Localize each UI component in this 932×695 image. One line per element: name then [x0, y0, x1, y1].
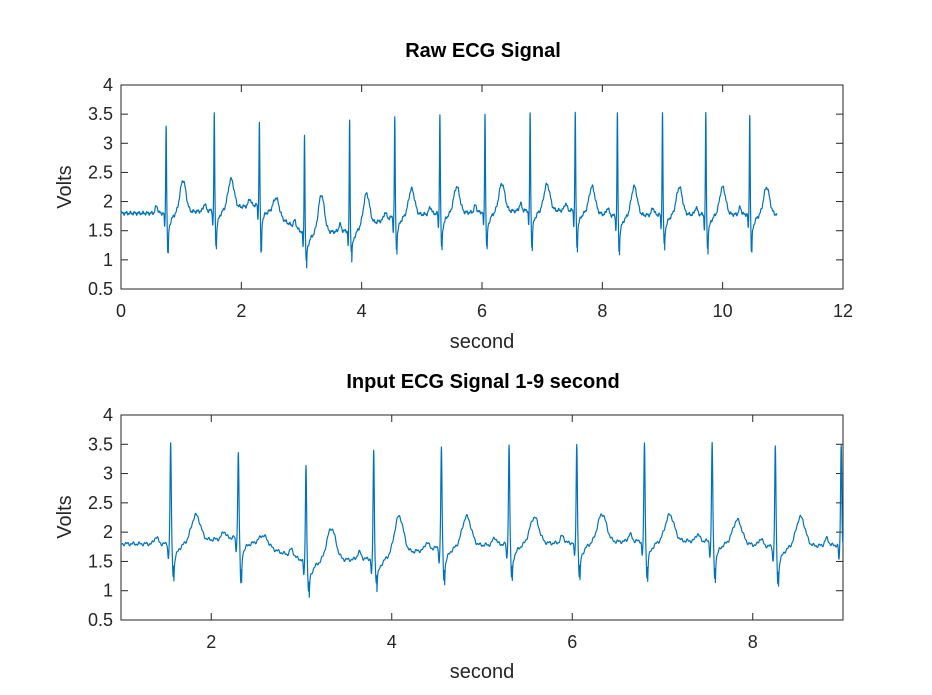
x-tick-label: 2 [236, 301, 246, 321]
y-tick-label: 3.5 [88, 104, 113, 124]
y-tick-label: 1 [103, 250, 113, 270]
x-axis-label: second [450, 661, 515, 683]
chart-title: Input ECG Signal 1-9 second [346, 371, 619, 393]
x-tick-label: 6 [477, 301, 487, 321]
y-tick-label: 2.5 [88, 493, 113, 513]
y-tick-label: 3.5 [88, 434, 113, 454]
y-tick-label: 2 [103, 192, 113, 212]
x-tick-label: 4 [387, 632, 397, 652]
y-tick-label: 2.5 [88, 162, 113, 182]
x-tick-label: 2 [206, 632, 216, 652]
x-tick-label: 8 [597, 301, 607, 321]
y-tick-label: 4 [103, 405, 113, 425]
y-tick-label: 1.5 [88, 221, 113, 241]
y-tick-label: 3 [103, 464, 113, 484]
y-tick-label: 3 [103, 133, 113, 153]
y-axis: 0.5 1 1.5 2 2.5 3 3.5 4 [88, 75, 843, 299]
x-axis: 0 2 4 6 8 10 12 [116, 85, 853, 321]
x-axis-label: second [450, 331, 515, 353]
x-tick-label: 4 [357, 301, 367, 321]
y-tick-label: 4 [103, 75, 113, 95]
y-tick-label: 0.5 [88, 279, 113, 299]
x-tick-label: 10 [713, 301, 733, 321]
input-ecg-chart: Input ECG Signal 1-9 second 2 4 6 8 0.5 1 1.5… [54, 371, 844, 683]
y-tick-label: 1.5 [88, 551, 113, 571]
x-tick-label: 6 [567, 632, 577, 652]
ecg-trace-input [120, 441, 844, 598]
y-axis: 0.5 1 1.5 2 2.5 3 3.5 4 [88, 405, 843, 630]
raw-ecg-chart: Raw ECG Signal 0 2 4 6 8 10 12 0.5 1 1.5 2 2.5 3 3.5… [54, 40, 853, 353]
x-tick-label: 12 [833, 301, 853, 321]
x-axis: 2 4 6 8 [206, 415, 758, 652]
ecg-trace-raw [120, 111, 778, 269]
y-tick-label: 0.5 [88, 610, 113, 630]
y-tick-label: 1 [103, 581, 113, 601]
x-tick-label: 8 [748, 632, 758, 652]
y-tick-label: 2 [103, 522, 113, 542]
plot-area [120, 414, 844, 621]
y-axis-label: Volts [54, 495, 76, 538]
y-axis-label: Volts [54, 165, 76, 208]
x-tick-label: 0 [116, 301, 126, 321]
chart-title: Raw ECG Signal [405, 40, 561, 62]
